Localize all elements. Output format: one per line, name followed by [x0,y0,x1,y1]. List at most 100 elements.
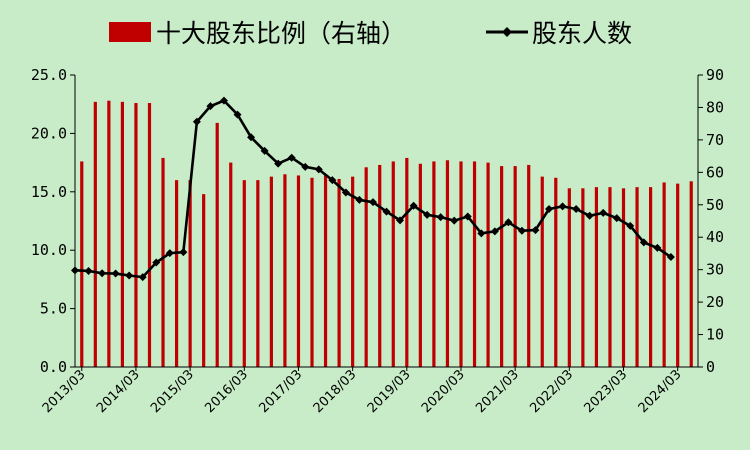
right-tick-label: 20 [706,293,724,311]
bar-36 [567,188,571,367]
bar-25 [418,163,422,367]
line-point-34 [531,226,540,235]
x-tick-label: 2019/03 [365,367,414,416]
bar-12 [242,180,246,367]
line-point-40 [612,214,621,223]
line-point-15 [274,159,283,168]
line-point-5 [138,273,147,282]
line-point-2 [98,269,107,278]
line-point-16 [287,153,296,162]
bar-16 [296,175,301,367]
bar-4 [134,103,138,367]
bar-23 [391,161,395,367]
line-point-32 [504,218,513,227]
line-point-33 [517,226,526,235]
bar-19 [337,178,341,367]
line-point-1 [84,266,93,275]
x-tick-label: 2014/03 [94,367,143,416]
bar-8 [188,180,192,367]
x-tick-label: 2016/03 [202,367,251,416]
bar-26 [432,161,436,367]
bar-45 [689,181,693,367]
left-tick-label: 15.0 [31,183,67,201]
bar-13 [256,180,260,367]
line-point-30 [477,229,486,238]
bar-37 [581,188,585,367]
line-point-41 [626,221,635,230]
left-tick-label: 10.0 [31,241,67,259]
left-tick-label: 5.0 [40,300,67,318]
left-tick-label: 20.0 [31,124,67,142]
line-point-21 [355,195,364,204]
bar-21 [364,167,368,367]
line-point-13 [247,133,256,142]
bar-32 [513,166,517,367]
bar-28 [459,161,463,367]
bar-0 [80,161,84,367]
line-point-9 [192,117,201,126]
right-tick-label: 70 [706,131,724,149]
x-tick-label: 2024/03 [636,367,685,416]
x-tick-label: 2021/03 [473,367,522,416]
legend-bar-label: 十大股东比例（右轴） [156,19,406,48]
x-tick-label: 2015/03 [148,367,197,416]
legend-line-marker [502,27,512,37]
legend-line-label: 股东人数 [532,19,632,48]
line-series [71,96,675,282]
bar-3 [120,101,124,368]
line-point-37 [572,205,581,213]
bar-42 [649,187,653,367]
bar-43 [662,182,666,367]
right-tick-label: 90 [706,66,724,84]
x-tick-label: 2022/03 [527,367,576,416]
right-tick-label: 0 [706,358,715,376]
line-point-38 [585,211,594,220]
line-point-43 [653,243,662,252]
line-point-29 [463,212,472,221]
bar-22 [378,164,382,367]
bar-27 [445,160,450,367]
line-point-4 [125,271,134,280]
bar-1 [93,101,97,368]
legend-bar-swatch [109,22,151,42]
right-tick-label: 50 [706,196,724,214]
left-tick-label: 0.0 [40,358,67,376]
bar-14 [269,176,273,367]
bar-15 [283,174,287,367]
x-tick-label: 2018/03 [311,367,360,416]
bar-series [80,100,693,368]
line-point-39 [599,208,608,217]
line-point-25 [409,201,418,210]
bar-30 [486,162,490,367]
bar-40 [621,188,626,367]
bar-9 [202,194,206,367]
bar-11 [229,162,233,367]
x-tick-label: 2023/03 [582,367,631,416]
legend: 十大股东比例（右轴） 股东人数 [109,19,632,48]
bar-24 [405,157,409,367]
right-tick-label: 30 [706,261,724,279]
line-point-23 [382,207,391,216]
x-tick-label: 2017/03 [256,367,305,416]
line-point-6 [152,258,161,267]
line-point-24 [396,216,405,225]
bar-31 [500,166,504,367]
x-tick-label: 2020/03 [419,367,468,416]
line-point-3 [111,269,120,278]
bar-38 [594,187,599,367]
line-point-11 [219,96,228,105]
bar-35 [554,177,558,367]
line-point-19 [328,176,337,185]
line-point-20 [341,188,350,197]
bar-41 [635,187,639,367]
bar-7 [174,180,179,367]
bar-20 [351,176,355,367]
line-point-35 [545,205,554,213]
bar-5 [147,103,152,367]
bar-17 [310,177,314,367]
line-point-22 [368,198,377,207]
line-point-10 [206,102,215,111]
line-point-31 [490,227,499,236]
line-point-28 [450,216,459,225]
